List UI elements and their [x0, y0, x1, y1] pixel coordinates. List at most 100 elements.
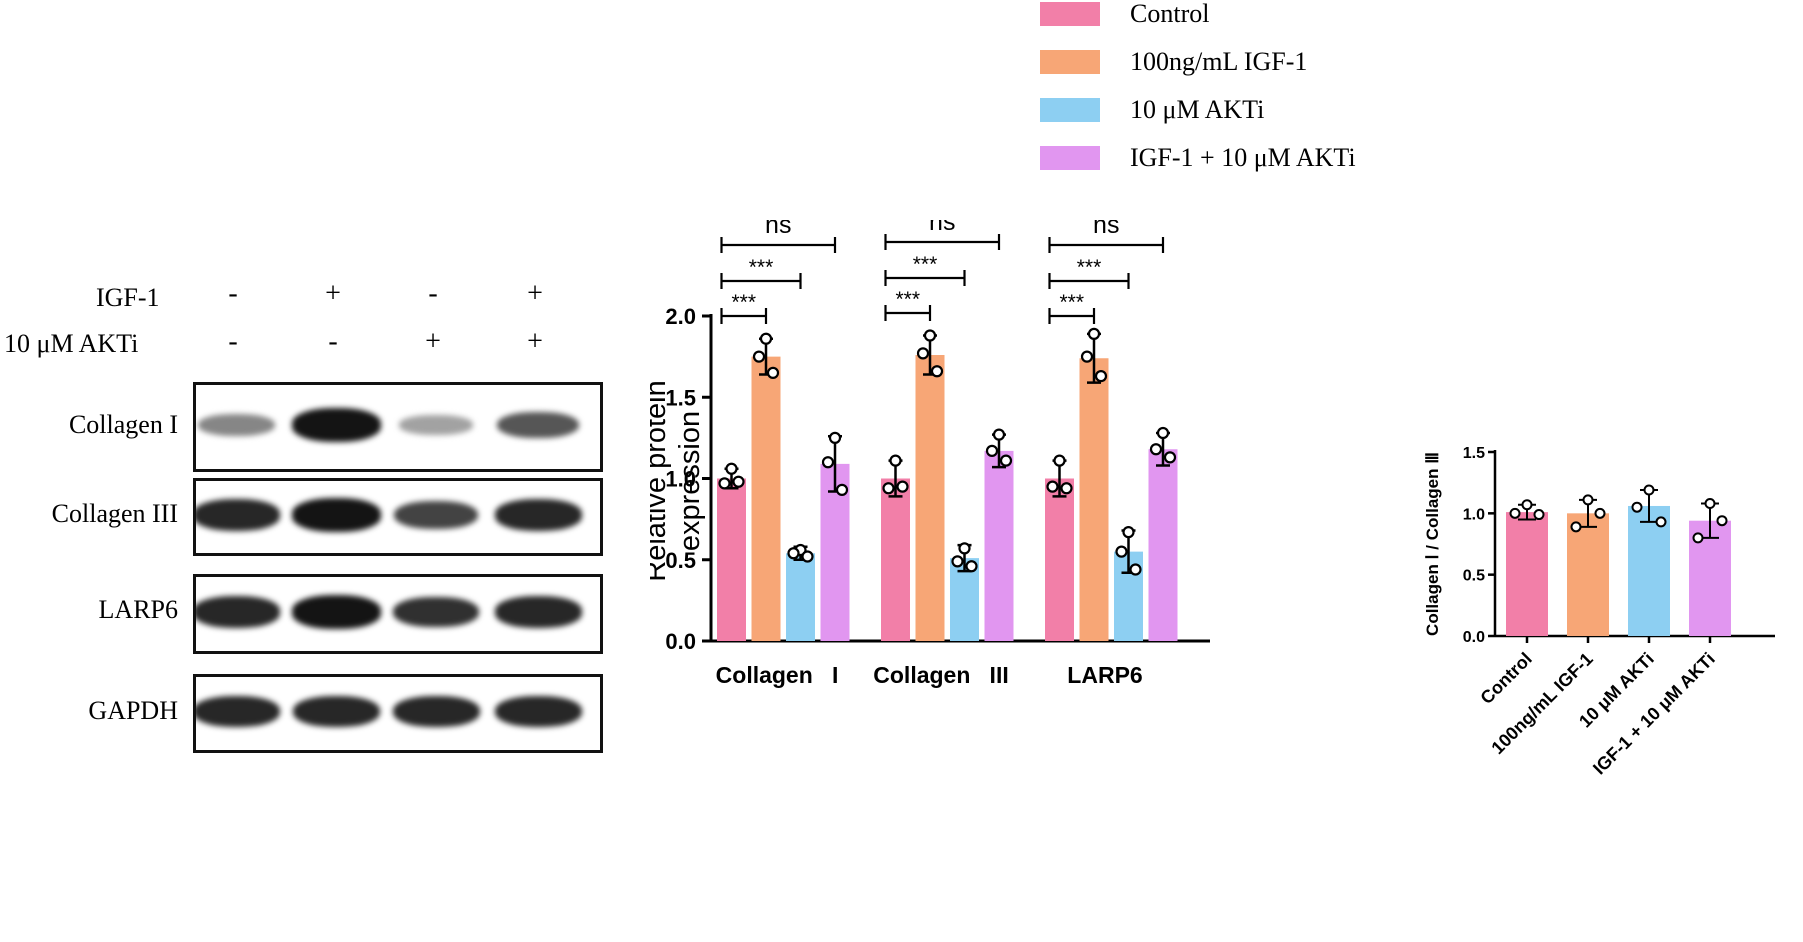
y-axis-label: expression [674, 411, 706, 551]
category-label: Collagen III [873, 662, 1008, 688]
data-point [1087, 327, 1101, 340]
bar [1628, 505, 1670, 636]
bar [751, 356, 781, 641]
legend-label-igf1-akti: IGF-1 + 10 μM AKTi [1130, 143, 1356, 172]
data-point [1122, 526, 1135, 539]
treatment-label-igf1: IGF-1 [96, 283, 160, 312]
data-point [930, 365, 944, 378]
significance-label: ns [929, 220, 955, 236]
blot-band [494, 596, 582, 628]
blot-band [393, 596, 479, 628]
data-point [1115, 545, 1128, 558]
data-point [1094, 370, 1108, 383]
y-tick-label: 0.5 [1463, 568, 1485, 585]
bar [1567, 513, 1609, 636]
blot-gapdh [193, 674, 603, 753]
data-point [1716, 515, 1728, 527]
data-point [801, 550, 814, 563]
data-point [1060, 482, 1073, 495]
category-label: Control [1476, 649, 1535, 708]
blot-label-collagen-i: Collagen I [68, 410, 178, 439]
data-point [923, 329, 937, 342]
data-point [1570, 521, 1582, 533]
data-point [1046, 480, 1059, 493]
blot-band [399, 415, 473, 435]
bar [717, 478, 746, 641]
legend-swatch-igf1 [1040, 50, 1100, 74]
data-point [1521, 499, 1533, 511]
data-point [992, 428, 1006, 441]
sign-akti-lane2: - [328, 326, 338, 357]
legend-swatch-akti [1040, 98, 1100, 122]
blot-band [497, 411, 579, 439]
legend: Control 100ng/mL IGF-1 10 μM AKTi IGF-1 … [1040, 0, 1440, 190]
blot-band [494, 695, 582, 728]
data-point [732, 475, 745, 488]
legend-item-igf1-akti: IGF-1 + 10 μM AKTi [1040, 138, 1356, 178]
data-point [1582, 494, 1594, 506]
sign-akti-lane1: - [228, 326, 238, 357]
legend-item-igf1: 100ng/mL IGF-1 [1040, 42, 1307, 82]
significance-label: ns [1093, 220, 1119, 239]
data-point [889, 454, 902, 467]
y-axis-label: Collagen Ⅰ / Collagen Ⅲ [1423, 452, 1442, 636]
sign-akti-lane4: + [527, 326, 543, 357]
y-tick-label: 1.0 [1463, 506, 1485, 523]
significance-label: *** [1059, 291, 1084, 314]
y-tick-label: 0.0 [1463, 629, 1485, 646]
y-tick-label: 0.5 [665, 548, 696, 573]
bar [786, 553, 815, 641]
bar [881, 478, 910, 641]
legend-label-akti: 10 μM AKTi [1130, 95, 1265, 124]
significance-label: *** [749, 256, 774, 279]
data-point [1163, 451, 1177, 464]
data-point [965, 560, 978, 573]
data-point [752, 350, 766, 363]
legend-label-control: Control [1130, 0, 1210, 28]
data-point [1149, 443, 1163, 456]
data-point [1129, 563, 1142, 576]
data-point [1053, 454, 1066, 467]
data-point [1631, 501, 1643, 513]
treatment-label-akti: 10 μM AKTi [4, 329, 139, 358]
blot-collagen-i [193, 382, 603, 472]
legend-label-igf1: 100ng/mL IGF-1 [1130, 47, 1308, 76]
data-point [1594, 507, 1606, 519]
blot-band [292, 695, 380, 728]
blot-band [291, 408, 381, 442]
sign-igf1-lane1: - [228, 278, 238, 309]
y-tick-label: 2.0 [665, 304, 696, 329]
relative-protein-expression-chart: 0.0 0.5 1.0 1.5 2.0 Relative protein expressio… [650, 220, 1210, 688]
bar [915, 355, 945, 641]
data-point [766, 366, 780, 379]
data-point [1509, 507, 1521, 519]
y-tick-label: 1.5 [1463, 445, 1485, 462]
blot-label-collagen-iii: Collagen III [51, 499, 178, 528]
significance-label: ns [765, 220, 791, 239]
sign-igf1-lane3: - [428, 278, 438, 309]
data-point [1692, 532, 1704, 544]
y-tick-label: 1.5 [665, 385, 696, 410]
blot-label-larp6: LARP6 [98, 595, 178, 624]
significance-label: *** [1077, 256, 1102, 279]
significance-label: *** [895, 288, 920, 311]
data-point [958, 542, 971, 555]
data-point [828, 431, 842, 444]
data-point [1704, 498, 1716, 510]
data-point [896, 480, 909, 493]
data-point [1533, 509, 1545, 521]
y-tick-label: 1.0 [665, 467, 696, 492]
blot-band [197, 413, 275, 437]
bar [1045, 478, 1074, 641]
significance-label: *** [731, 291, 756, 314]
sign-igf1-lane2: + [325, 278, 341, 309]
data-point [787, 547, 800, 560]
blot-band [291, 595, 381, 629]
data-point [1080, 350, 1094, 363]
blot-band [291, 498, 381, 532]
data-point [882, 482, 895, 495]
y-axis-label: Relative protein [650, 380, 672, 582]
significance-label: *** [913, 253, 938, 276]
category-label: LARP6 [1067, 662, 1142, 688]
data-point [951, 555, 964, 568]
